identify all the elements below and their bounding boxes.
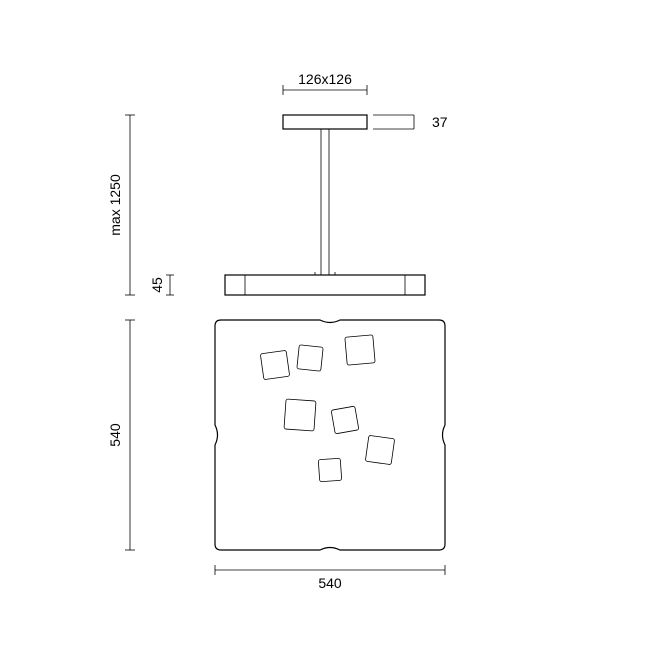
upper-plate [225, 275, 425, 295]
panel-outline [215, 320, 445, 550]
dim-panel-h: 540 [107, 423, 123, 447]
dim-max-drop: max 1250 [107, 174, 123, 236]
panel-square [365, 435, 394, 464]
dim-canopy-h: 37 [432, 114, 448, 130]
canopy [283, 115, 367, 129]
dim-panel-w: 540 [318, 575, 342, 591]
panel-square [345, 335, 375, 365]
dim-plate-h: 45 [149, 277, 165, 293]
panel-square [260, 350, 289, 379]
panel-square [284, 399, 316, 431]
dim-canopy: 126x126 [298, 71, 352, 87]
panel-square [297, 345, 323, 371]
panel-square [318, 458, 341, 481]
panel-square [331, 406, 359, 434]
